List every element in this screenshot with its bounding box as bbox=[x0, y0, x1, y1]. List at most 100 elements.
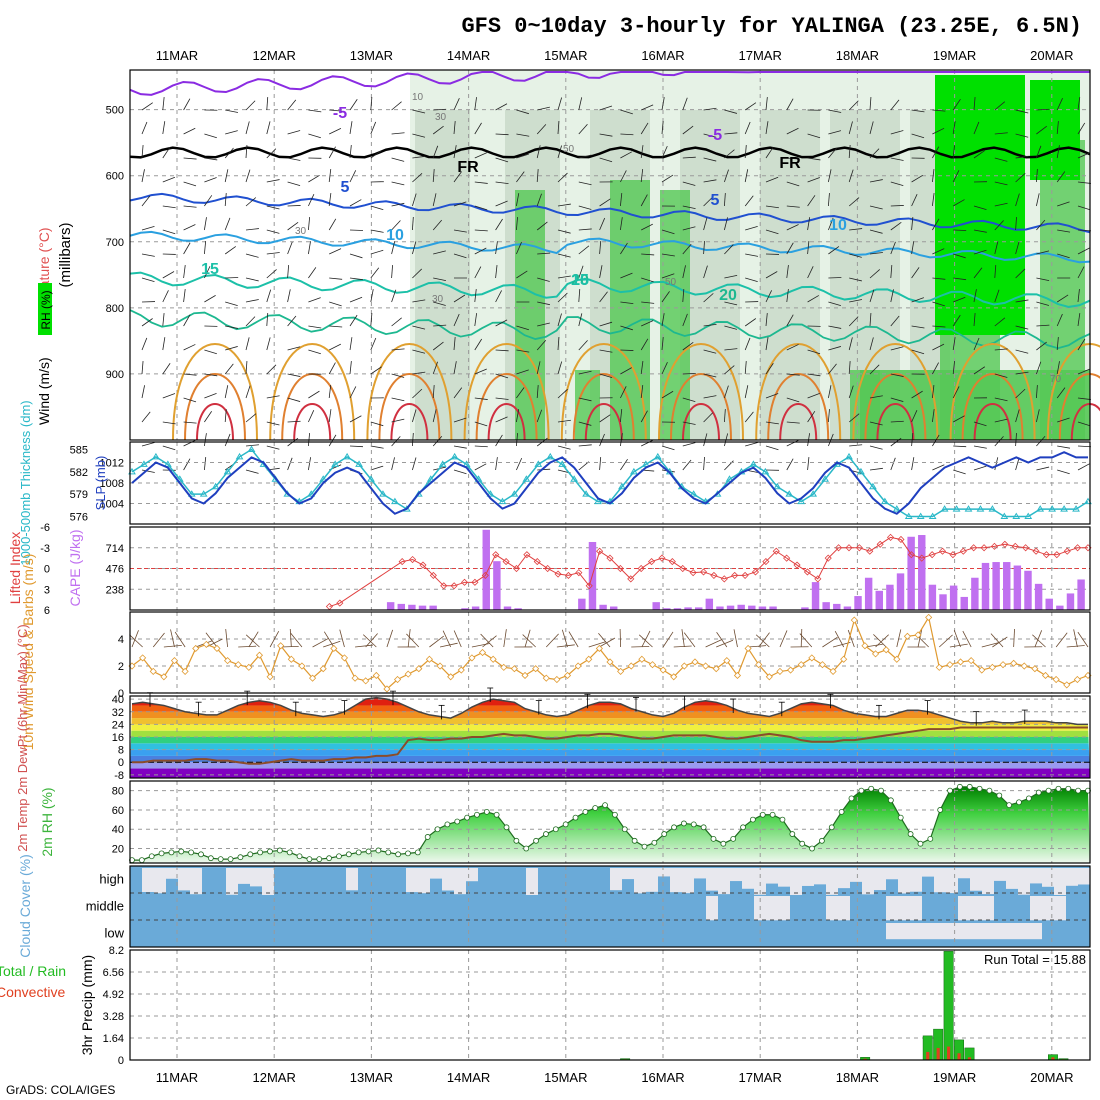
wind-barb bbox=[349, 253, 363, 259]
wind-speed-point bbox=[277, 642, 285, 650]
thickness-point bbox=[785, 490, 794, 497]
wind-barb bbox=[141, 253, 155, 257]
wind-label-group: 10m Wind Speed & Barbs (m/s) bbox=[20, 554, 36, 751]
thickness-point bbox=[307, 490, 316, 497]
y-axis-label-cape: CAPE (J/kg) bbox=[67, 529, 83, 606]
wind-barb bbox=[953, 199, 965, 207]
cloud-clear-high bbox=[346, 868, 358, 891]
wind-barb bbox=[287, 265, 290, 279]
wind-barb bbox=[370, 121, 377, 135]
wind-barb bbox=[599, 414, 611, 423]
wind-barb bbox=[329, 343, 341, 351]
cape-bar bbox=[471, 606, 480, 610]
wind-barb bbox=[1077, 313, 1081, 327]
wind-barb bbox=[953, 630, 961, 648]
wind-barb bbox=[724, 244, 734, 255]
wind-barb bbox=[620, 386, 627, 399]
wind-barb bbox=[1015, 155, 1029, 159]
thickness-point bbox=[331, 460, 340, 467]
thickness-point bbox=[1048, 505, 1057, 512]
wind-barb bbox=[828, 217, 834, 231]
wind-barb bbox=[765, 205, 779, 209]
wind-barb bbox=[869, 121, 874, 135]
wind-barb bbox=[765, 121, 769, 135]
wind-barb bbox=[536, 409, 543, 423]
wind-barb bbox=[183, 242, 191, 255]
wind-barb bbox=[869, 337, 874, 351]
thickness-point bbox=[904, 512, 913, 520]
wind-speed-point bbox=[585, 655, 593, 663]
isotherm-label: 10 bbox=[386, 227, 404, 244]
wind-barb bbox=[308, 457, 312, 471]
isotherm-line bbox=[129, 192, 1091, 234]
wind-barb bbox=[204, 457, 207, 471]
wind-barb bbox=[1077, 181, 1091, 184]
wind-barb bbox=[682, 421, 696, 425]
wind-barb bbox=[495, 416, 508, 423]
y-tick-label: 40 bbox=[112, 694, 124, 706]
wind-barb bbox=[141, 385, 145, 399]
wind-barb bbox=[994, 418, 1008, 423]
rh-point bbox=[818, 837, 825, 844]
wind-barb bbox=[1036, 361, 1042, 375]
cloud-clear-high bbox=[946, 868, 958, 894]
y-tick-label: 80 bbox=[112, 786, 124, 798]
wind-barb bbox=[981, 642, 1000, 648]
wind-barb bbox=[412, 409, 417, 423]
wind-speed-point bbox=[415, 665, 423, 673]
wind-speed-line bbox=[131, 615, 1089, 690]
wind-barb bbox=[641, 104, 654, 111]
wind-barb bbox=[890, 265, 893, 279]
wind-barb bbox=[474, 463, 487, 471]
rh-point bbox=[631, 837, 638, 844]
wind-barb bbox=[932, 362, 939, 375]
y-tick-label-left: 6 bbox=[44, 605, 50, 617]
wind-barb bbox=[287, 457, 293, 471]
cloud-clear-low bbox=[934, 923, 946, 940]
wind-barb bbox=[266, 121, 271, 135]
cloud-clear-middle bbox=[1054, 896, 1066, 921]
cloud-clear-middle bbox=[982, 896, 994, 921]
wind-barb bbox=[1015, 388, 1026, 399]
wind-barb bbox=[162, 229, 176, 235]
wind-barb bbox=[994, 265, 997, 279]
rh-point bbox=[1075, 787, 1082, 794]
wind-barb bbox=[183, 205, 197, 208]
wind-barb bbox=[308, 241, 311, 255]
wind-barb bbox=[162, 445, 176, 451]
cloud-clear-middle bbox=[1042, 896, 1054, 921]
precip-convective-bar bbox=[967, 1057, 972, 1060]
rh-point bbox=[612, 811, 618, 818]
wind-barb bbox=[245, 299, 259, 303]
wind-barb bbox=[391, 436, 401, 447]
lifted-index-point bbox=[564, 571, 573, 579]
thickness-point bbox=[474, 475, 483, 482]
wind-barb bbox=[932, 146, 940, 159]
wind-barb bbox=[162, 97, 165, 111]
wind-barb bbox=[786, 421, 800, 424]
rh-point bbox=[168, 849, 175, 856]
wind-barb bbox=[932, 193, 935, 207]
rh-point bbox=[897, 814, 904, 821]
rh-point bbox=[878, 787, 884, 794]
isotherm-line bbox=[129, 230, 1091, 264]
wind-barb bbox=[890, 205, 904, 207]
wind-barb bbox=[1015, 349, 1029, 354]
wind-barb bbox=[620, 349, 634, 351]
cloud-clear-low bbox=[1006, 923, 1018, 940]
wind-barb bbox=[339, 629, 345, 648]
wind-barb bbox=[1036, 341, 1047, 351]
rh-point bbox=[730, 835, 737, 842]
cape-bar bbox=[652, 602, 660, 610]
wind-barb bbox=[308, 174, 320, 183]
wind-barb bbox=[869, 97, 872, 111]
lifted-index-point bbox=[460, 578, 469, 586]
lifted-index-point bbox=[679, 564, 687, 573]
wind-barb bbox=[765, 363, 774, 375]
wind-barb bbox=[724, 301, 738, 306]
date-label-bottom: 17MAR bbox=[739, 1070, 782, 1085]
wind-barb bbox=[537, 277, 550, 282]
wind-barb bbox=[433, 277, 447, 282]
thickness-point bbox=[152, 452, 160, 460]
precip-frame bbox=[129, 949, 1091, 1061]
